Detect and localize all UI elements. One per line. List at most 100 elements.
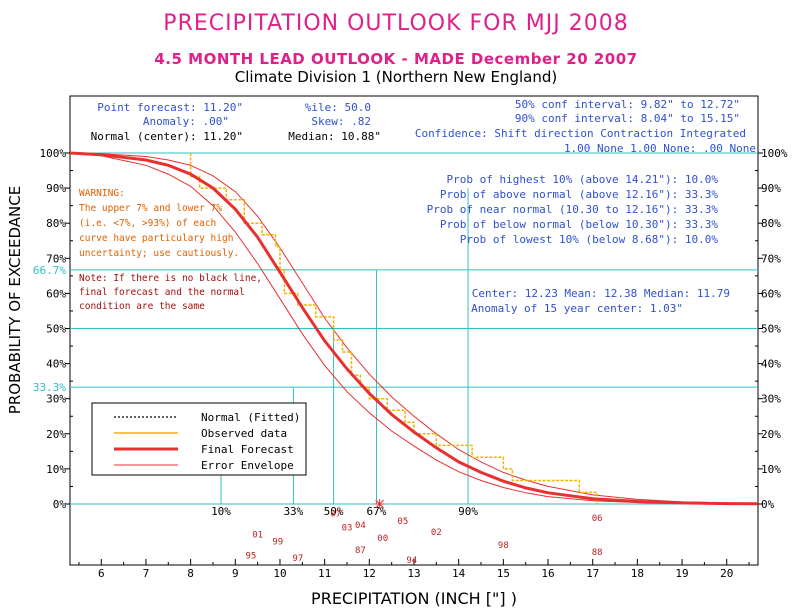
- y-tick-label-right: 100%: [761, 147, 788, 160]
- year-label: 00: [377, 534, 388, 544]
- quantile-label: 33%: [283, 505, 303, 518]
- observed-data-line: [189, 153, 598, 504]
- x-tick-label: 14: [452, 567, 466, 580]
- stat-right: 50% conf interval: 9.82" to 12.72": [515, 98, 740, 111]
- stat-left: Normal (center): 11.20": [91, 130, 243, 143]
- x-tick-label: 6: [98, 567, 105, 580]
- y-tick-label: 20%: [46, 428, 66, 441]
- y-tick-label: 40%: [46, 358, 66, 371]
- x-tick-label: 17: [586, 567, 599, 580]
- hline-label: 66.7%: [33, 264, 66, 277]
- legend-label: Error Envelope: [201, 459, 294, 472]
- legend-label: Final Forecast: [201, 443, 294, 456]
- warning-text: The upper 7% and lower 7%: [79, 203, 222, 214]
- legend-box: [91, 402, 307, 476]
- stat-right: Confidence: Shift direction Contraction …: [415, 127, 746, 140]
- x-tick-label: 12: [363, 567, 376, 580]
- stat-left: Point forecast: 11.20": [97, 101, 243, 114]
- stat-mid: Median: 10.88": [288, 130, 381, 143]
- note-text: condition are the same: [79, 301, 205, 312]
- anomaly-stats: Anomaly of 15 year center: 1.03": [471, 302, 683, 315]
- probability-line: Prob of lowest 10% (below 8.68"): 10.0%: [460, 233, 719, 246]
- y-tick-label-right: 60%: [761, 287, 781, 300]
- x-tick-label: 16: [541, 567, 554, 580]
- x-tick-label: 15: [497, 567, 510, 580]
- stat-right: 90% conf interval: 8.04" to 15.15": [515, 112, 740, 125]
- year-label: 95: [246, 551, 257, 561]
- y-tick-label-right: 90%: [761, 182, 781, 195]
- y-tick-label-right: 50%: [761, 323, 781, 336]
- year-label: 88: [592, 548, 603, 558]
- y-tick-label-right: 10%: [761, 463, 781, 476]
- probability-line: Prob of near normal (10.30 to 12.16"): 3…: [427, 203, 719, 216]
- y-tick-label-right: 70%: [761, 252, 781, 265]
- warning-text: (i.e. <7%, >93%) of each: [79, 218, 216, 229]
- y-tick-label: 50%: [46, 323, 66, 336]
- year-label: 06: [592, 514, 603, 524]
- quantile-label: 10%: [211, 505, 231, 518]
- note-text: final forecast and the normal: [79, 287, 245, 298]
- year-label: 03: [342, 523, 353, 533]
- y-tick-label: 100%: [40, 147, 67, 160]
- year-label: 07: [330, 509, 341, 519]
- probability-line: Prob of below normal (below 10.30"): 33.…: [440, 218, 719, 231]
- division-label: Climate Division 1 (Northern New England…: [235, 68, 557, 86]
- chart-subtitle: 4.5 MONTH LEAD OUTLOOK - MADE December 2…: [154, 50, 637, 68]
- quantile-label: 90%: [458, 505, 478, 518]
- warning-text: uncertainty; use cautiously.: [79, 248, 239, 259]
- y-tick-label: 10%: [46, 463, 66, 476]
- y-tick-label-right: 30%: [761, 393, 781, 406]
- error-envelope-upper: [69, 152, 759, 504]
- probability-line: Prob of highest 10% (above 14.21"): 10.0…: [446, 173, 718, 186]
- center-marker: [374, 499, 385, 509]
- year-label: 01: [252, 530, 263, 540]
- x-tick-label: 13: [407, 567, 420, 580]
- year-label: 04: [355, 521, 366, 531]
- warning-text: curve have particulary high: [79, 233, 233, 244]
- quantile-label: 50%: [324, 505, 344, 518]
- x-tick-label: 8: [187, 567, 194, 580]
- error-envelope-lower: [69, 152, 759, 505]
- x-tick-label: 11: [318, 567, 331, 580]
- year-label: 94: [406, 556, 417, 566]
- center-stats: Center: 12.23 Mean: 12.38 Median: 11.79: [472, 287, 730, 300]
- y-tick-label: 90%: [46, 182, 66, 195]
- x-tick-label: 9: [232, 567, 239, 580]
- year-label: 05: [397, 517, 408, 527]
- y-tick-label-right: 0%: [761, 498, 775, 511]
- x-tick-label: 20: [720, 567, 733, 580]
- year-label: 99: [272, 537, 283, 547]
- y-tick-label-right: 40%: [761, 358, 781, 371]
- probability-line: Prob of above normal (above 12.16"): 33.…: [440, 188, 719, 201]
- x-tick-label: 10: [273, 567, 286, 580]
- note-text: Note: If there is no black line,: [79, 273, 262, 284]
- year-label: 98: [498, 541, 509, 551]
- y-tick-label: 80%: [46, 217, 66, 230]
- legend-label: Observed data: [201, 427, 287, 440]
- marker-stroke: [375, 499, 384, 509]
- x-axis-title: PRECIPITATION (INCH ["] ): [311, 589, 517, 608]
- chart-title: PRECIPITATION OUTLOOK FOR MJJ 2008: [163, 11, 628, 36]
- final-forecast-line: [69, 151, 759, 506]
- y-axis-title: PROBABILITY OF EXCEEDANCE: [6, 186, 24, 414]
- y-tick-label: 70%: [46, 252, 66, 265]
- y-tick-label: 0%: [53, 498, 67, 511]
- year-label: 87: [355, 546, 366, 556]
- y-tick-label: 30%: [46, 393, 66, 406]
- legend-label: Normal (Fitted): [201, 411, 300, 424]
- year-label: 02: [431, 528, 442, 538]
- stat-mid: %ile: 50.0: [305, 101, 371, 114]
- x-tick-label: 7: [143, 567, 150, 580]
- stat-mid: Skew: .82: [311, 115, 371, 128]
- x-tick-label: 18: [631, 567, 644, 580]
- y-tick-label-right: 80%: [761, 217, 781, 230]
- y-tick-label-right: 20%: [761, 428, 781, 441]
- year-label: 97: [292, 554, 303, 564]
- warning-text: WARNING:: [79, 188, 125, 199]
- stat-right: 1.00 None 1.00 None: .00 None: [564, 142, 756, 155]
- stat-left: Anomaly: .00": [143, 115, 229, 128]
- quantile-label: 67%: [367, 505, 387, 518]
- x-tick-label: 19: [675, 567, 688, 580]
- hline-label: 33.3%: [33, 381, 66, 394]
